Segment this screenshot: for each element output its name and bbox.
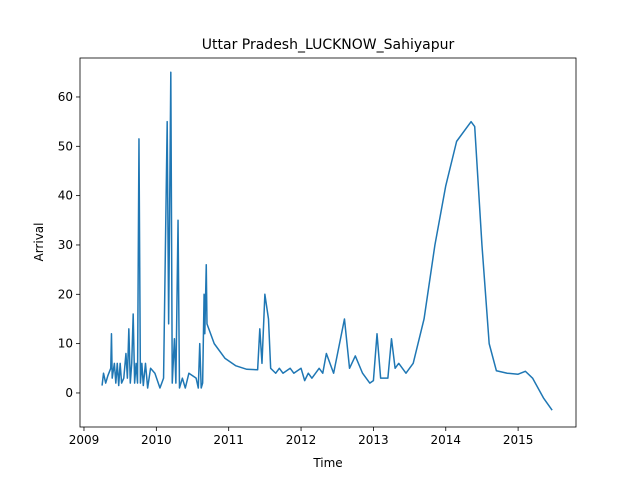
chart-title: Uttar Pradesh_LUCKNOW_Sahiyapur xyxy=(202,37,455,53)
data-line xyxy=(101,71,553,411)
x-tick-label: 2011 xyxy=(213,433,244,447)
plot-frame xyxy=(79,57,577,428)
x-tick-label: 2012 xyxy=(286,433,317,447)
y-tick-label: 60 xyxy=(58,90,73,104)
x-tick-label: 2015 xyxy=(503,433,534,447)
y-tick-label: 10 xyxy=(58,337,73,351)
y-tick-label: 0 xyxy=(65,386,73,400)
y-tick-label: 20 xyxy=(58,287,73,301)
y-tick-label: 40 xyxy=(58,189,73,203)
y-axis-label: Arrival xyxy=(32,223,46,262)
x-tick-label: 2013 xyxy=(358,433,389,447)
y-tick-label: 50 xyxy=(58,139,73,153)
x-tick-label: 2014 xyxy=(430,433,461,447)
x-tick-label: 2010 xyxy=(141,433,172,447)
y-tick-label: 30 xyxy=(58,238,73,252)
x-tick-label: 2009 xyxy=(69,433,100,447)
x-axis-label: Time xyxy=(312,456,342,470)
